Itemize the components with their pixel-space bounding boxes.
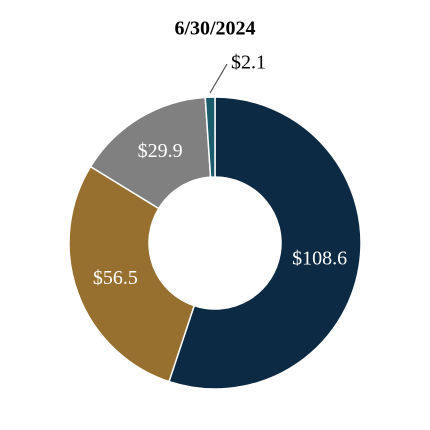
donut-slice: [168, 96, 362, 390]
data-label: $29.9: [138, 140, 183, 162]
leader-line: [209, 63, 228, 94]
chart-title: 6/30/2024: [174, 18, 255, 40]
data-label: $56.5: [93, 267, 138, 289]
donut-slice: [68, 165, 196, 383]
data-label: $108.6: [292, 248, 347, 270]
donut-slice: [204, 96, 216, 178]
data-label: $2.1: [231, 52, 266, 74]
